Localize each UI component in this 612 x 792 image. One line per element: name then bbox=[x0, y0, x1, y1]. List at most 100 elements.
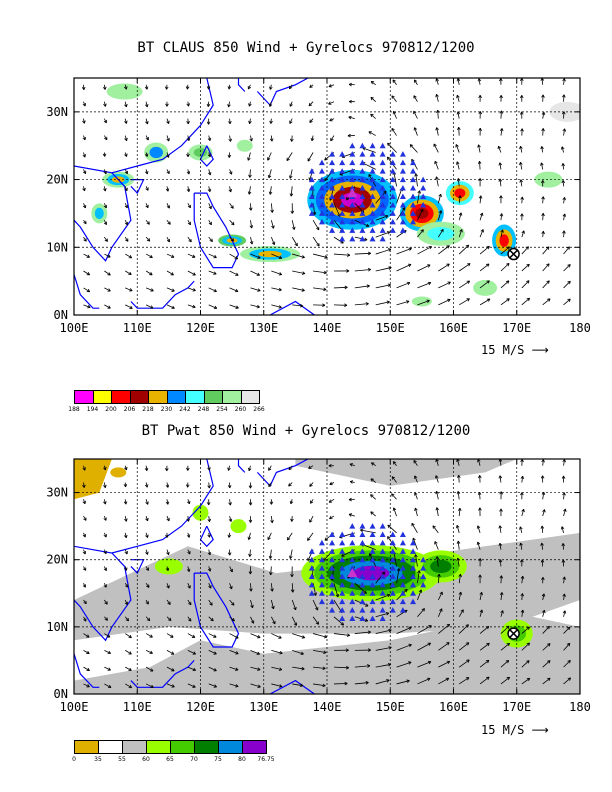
wind-vector bbox=[457, 557, 460, 567]
wind-vector bbox=[313, 666, 326, 669]
wind-vector-head bbox=[499, 78, 503, 82]
gyre-triangle bbox=[410, 590, 417, 596]
gyre-triangle bbox=[349, 523, 356, 529]
wind-vector bbox=[103, 482, 106, 488]
wind-vector-head bbox=[271, 241, 276, 246]
wind-vector-head bbox=[290, 574, 294, 578]
wind-vector bbox=[437, 591, 443, 601]
wind-vector bbox=[250, 287, 261, 292]
wind-vector-head bbox=[231, 617, 235, 622]
cloud-contour bbox=[222, 236, 242, 245]
wind-vector bbox=[208, 666, 217, 672]
gyre-triangle bbox=[369, 581, 376, 588]
colorbar-swatch bbox=[170, 740, 195, 754]
wind-vector bbox=[391, 493, 397, 500]
wind-vector-head bbox=[540, 180, 545, 184]
gyre-triangle bbox=[369, 615, 376, 621]
wind-vector-head bbox=[278, 272, 283, 276]
wind-vector-head bbox=[310, 137, 315, 142]
wind-vector bbox=[166, 515, 170, 522]
wind-vector-head bbox=[187, 221, 191, 226]
x-tick-label: 160E bbox=[439, 700, 468, 714]
wind-vector bbox=[396, 589, 408, 601]
wind-vector-head bbox=[547, 660, 551, 664]
wind-vector bbox=[396, 188, 403, 204]
wind-vector-head bbox=[124, 221, 129, 226]
wind-vector bbox=[83, 169, 86, 174]
wind-vector-head bbox=[290, 210, 295, 214]
wind-vector bbox=[291, 583, 294, 593]
wind-vector-head bbox=[103, 119, 107, 124]
wind-vector bbox=[229, 118, 231, 124]
wind-vector bbox=[292, 683, 304, 687]
gyre-triangle bbox=[308, 590, 315, 596]
wind-vector-head bbox=[541, 196, 545, 200]
wind-vector bbox=[324, 152, 335, 161]
wind-vector bbox=[457, 178, 460, 187]
x-tick-label: 130E bbox=[249, 700, 278, 714]
wind-vector-head bbox=[128, 651, 132, 655]
gyre-triangle bbox=[410, 556, 417, 563]
wind-vector-head bbox=[301, 635, 306, 639]
wind-vector-head bbox=[499, 110, 504, 114]
wind-vector bbox=[208, 287, 217, 292]
wind-vector-head bbox=[288, 85, 293, 90]
wind-vector-head bbox=[307, 537, 311, 541]
gyre-triangle bbox=[349, 142, 356, 149]
wind-vector bbox=[166, 583, 170, 589]
wind-vector-head bbox=[335, 593, 340, 598]
wind-vector-head bbox=[166, 517, 170, 522]
wind-vector bbox=[187, 203, 191, 209]
wind-vector-head bbox=[144, 86, 149, 90]
cloud-contour bbox=[258, 250, 282, 258]
wind-vector-head bbox=[145, 517, 149, 522]
wind-vector-head bbox=[322, 666, 326, 671]
wind-vector-head bbox=[498, 459, 503, 462]
wind-vector-head bbox=[525, 246, 529, 250]
gyre-triangle bbox=[389, 573, 396, 579]
wind-vector-head bbox=[207, 568, 212, 572]
wind-vector bbox=[208, 236, 213, 242]
gyre-triangle bbox=[379, 598, 386, 605]
gyre-triangle bbox=[349, 590, 356, 596]
wind-vector-head bbox=[166, 551, 170, 556]
wind-vector bbox=[438, 245, 450, 255]
wind-vector-head bbox=[107, 254, 111, 258]
wind-vector-head bbox=[368, 131, 372, 135]
wind-vector bbox=[187, 219, 191, 225]
wind-vector-head bbox=[499, 128, 504, 132]
wind-vector-head bbox=[309, 84, 313, 88]
wind-vector-head bbox=[466, 280, 471, 284]
wind-vector bbox=[208, 683, 217, 688]
wind-vector-head bbox=[388, 646, 392, 650]
cloud-contour bbox=[307, 169, 398, 230]
wind-vector-head bbox=[562, 230, 566, 234]
wind-vector bbox=[542, 677, 551, 685]
pwat-contour bbox=[507, 625, 527, 642]
wind-vector-head bbox=[279, 650, 283, 655]
colorbar-swatch bbox=[111, 390, 131, 404]
wind-vector-head bbox=[435, 459, 439, 463]
wind-vector bbox=[270, 616, 276, 625]
wind-vector-head bbox=[541, 491, 546, 496]
gyre-triangle bbox=[399, 607, 406, 613]
wind-vector-head bbox=[129, 288, 133, 292]
wind-vector bbox=[479, 626, 490, 634]
wind-vector-head bbox=[505, 280, 510, 284]
cloud-contour bbox=[188, 144, 213, 161]
wind-vector bbox=[269, 186, 272, 195]
gyre-triangle bbox=[379, 615, 386, 621]
wind-vector bbox=[103, 84, 106, 90]
wind-vector-head bbox=[435, 507, 439, 511]
wind-vector-head bbox=[408, 661, 412, 665]
wind-vector bbox=[124, 84, 127, 90]
wind-vector bbox=[541, 525, 544, 533]
wind-vector-head bbox=[505, 659, 510, 664]
wind-vector bbox=[312, 203, 316, 215]
gyre-triangle bbox=[318, 210, 325, 216]
gyre-triangle bbox=[359, 523, 366, 529]
gyre-triangle bbox=[329, 581, 336, 588]
wind-vector-head bbox=[207, 171, 212, 176]
wind-vector bbox=[417, 300, 430, 306]
wind-vector-head bbox=[526, 626, 530, 630]
